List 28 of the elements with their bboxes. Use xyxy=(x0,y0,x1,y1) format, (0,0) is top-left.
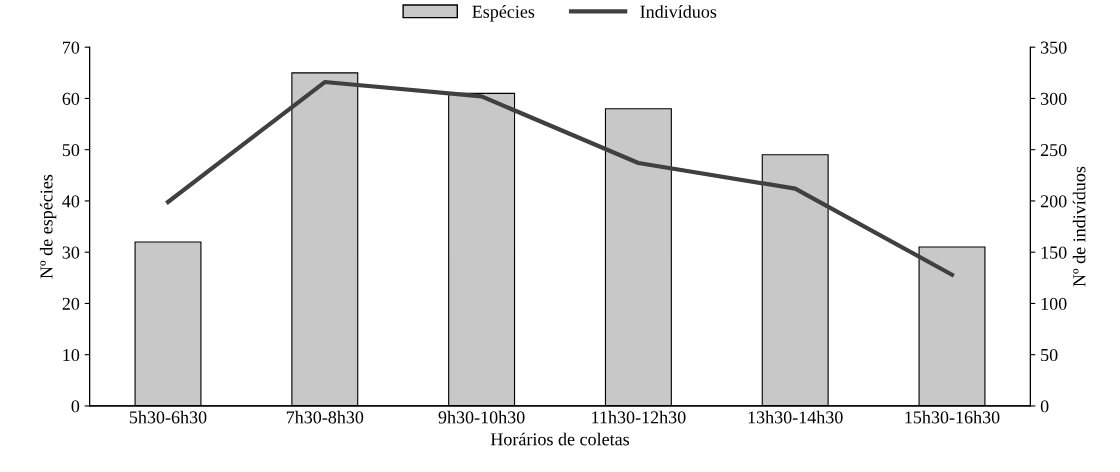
x-tick-label: 9h30-10h30 xyxy=(438,410,525,424)
y-tick-label: 0 xyxy=(71,400,80,413)
x-tick-label: 15h30-16h30 xyxy=(905,410,1000,424)
x-tick-label: 13h30-14h30 xyxy=(748,410,843,424)
y2-tick-label: 150 xyxy=(1041,246,1067,259)
y2-tick-label: 200 xyxy=(1040,195,1067,208)
x-tick-label: 11h30-12h30 xyxy=(592,410,686,424)
legend-label: Espécies xyxy=(472,5,535,22)
y-tick-label: 50 xyxy=(62,143,80,157)
y-tick-label: 40 xyxy=(62,195,80,208)
y-tick-label: 60 xyxy=(62,92,80,105)
y2-axis-title: Nº de indivíduos xyxy=(1072,166,1086,287)
y-tick-label: 30 xyxy=(62,246,80,259)
y2-tick-label: 300 xyxy=(1040,92,1067,105)
y2-tick-label: 50 xyxy=(1041,348,1058,362)
y-axis-title: Nº de espécies xyxy=(39,174,57,279)
y2-tick-label: 0 xyxy=(1040,400,1049,413)
y-tick-label: 70 xyxy=(63,41,80,54)
line-series xyxy=(165,79,955,277)
x-axis-title: Horários de coletas xyxy=(490,432,630,446)
legend-label: Indivíduos xyxy=(640,5,717,18)
y-tick-label: 20 xyxy=(62,297,80,310)
y-tick-label: 10 xyxy=(63,348,80,362)
y2-tick-label: 250 xyxy=(1040,143,1067,157)
y2-tick-label: 100 xyxy=(1041,297,1067,310)
y2-tick-label: 350 xyxy=(1040,41,1067,54)
x-tick-label: 7h30-8h30 xyxy=(286,410,364,424)
x-tick-label: 5h30-6h30 xyxy=(129,410,207,424)
